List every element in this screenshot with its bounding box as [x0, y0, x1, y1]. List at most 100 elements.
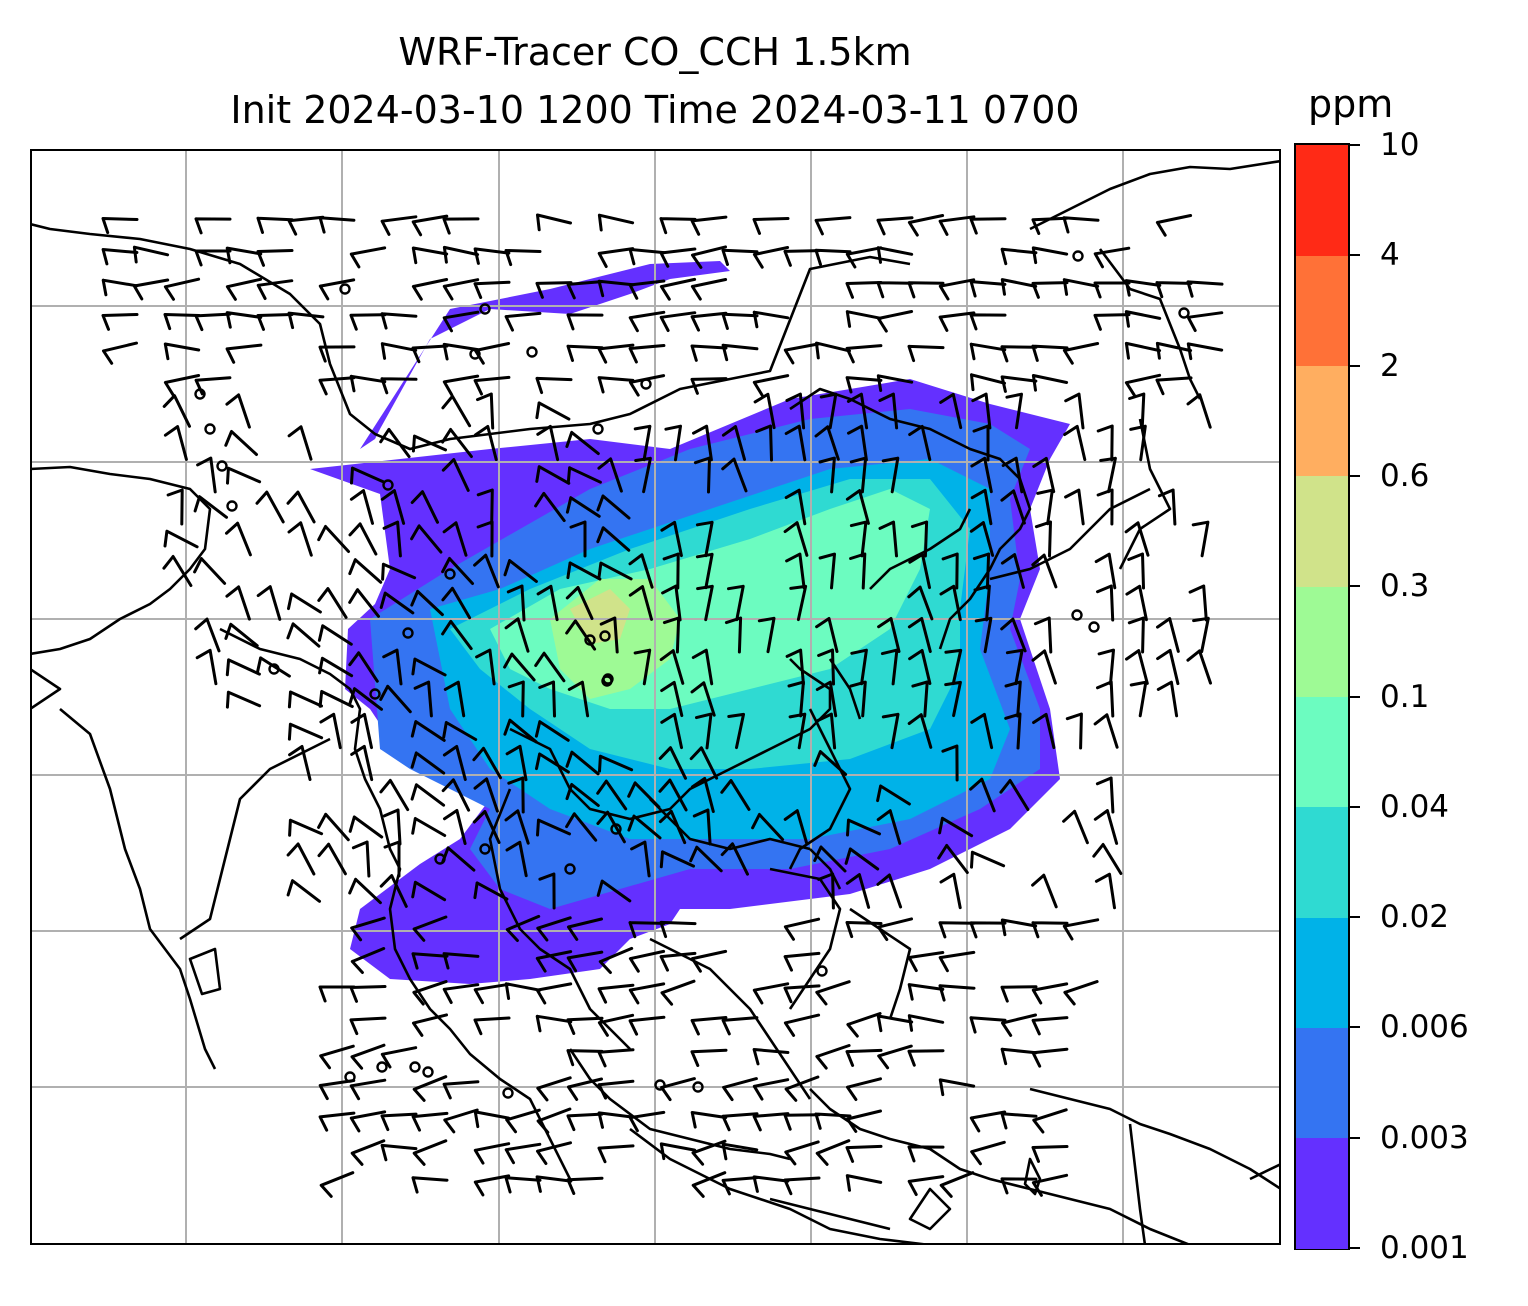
wind-barb [1124, 341, 1162, 360]
wind-barb [1124, 279, 1162, 297]
wind-barb [504, 1142, 542, 1165]
wind-barb [287, 215, 325, 236]
wind-barb [101, 217, 139, 235]
wind-barb [442, 278, 480, 301]
wind-barb [1155, 376, 1193, 396]
wind-barb [819, 392, 838, 430]
wind-barb [1186, 311, 1224, 332]
wind-barb [813, 845, 847, 873]
wind-barb [1031, 216, 1069, 235]
wind-barb [877, 617, 901, 653]
colorbar-tick [1350, 916, 1360, 919]
wind-barb [691, 1171, 727, 1198]
colorbar-segment [1296, 475, 1348, 587]
colorbar-tick [1350, 144, 1360, 146]
wind-barb [566, 344, 604, 362]
wind-barb [628, 585, 653, 621]
wind-barb [907, 1175, 945, 1196]
wind-barb [535, 950, 573, 973]
wind-barb [412, 1013, 448, 1037]
wind-barb [349, 1016, 387, 1036]
wind-barb [876, 281, 914, 299]
coastline [769, 867, 842, 1010]
colorbar-segment [1296, 145, 1348, 256]
wind-barb [317, 587, 348, 619]
wind-barb [690, 344, 728, 362]
wind-barb [226, 466, 262, 485]
wind-barb [348, 558, 383, 584]
wind-barb [818, 552, 836, 590]
wind-barb [597, 213, 635, 232]
wind-barb [1094, 552, 1117, 590]
wind-barb [634, 456, 652, 494]
wind-barb [849, 520, 868, 558]
wind-barb [721, 1112, 759, 1132]
wind-barb [348, 588, 380, 618]
calm-wind-circle [592, 423, 604, 435]
colorbar-tick-label: 0.6 [1380, 457, 1430, 494]
wind-barb [721, 1016, 759, 1036]
wind-barb [1156, 648, 1180, 686]
wind-barb [696, 584, 714, 622]
wind-barb [286, 842, 316, 876]
wind-barb [1094, 872, 1116, 910]
wind-barb [783, 951, 821, 972]
wind-barb [599, 616, 619, 654]
coastline [908, 1187, 952, 1231]
wind-barb [286, 490, 316, 524]
wind-barb [845, 1144, 883, 1163]
wind-barb [473, 375, 511, 396]
wind-barb [659, 951, 697, 972]
wind-barb [1093, 713, 1119, 749]
wind-barb [473, 247, 511, 265]
wind-barb [752, 1078, 790, 1101]
wind-barb [379, 427, 411, 459]
wind-barb [473, 1142, 511, 1165]
wind-barb [195, 648, 218, 686]
wind-barb [101, 313, 139, 331]
wind-barb [845, 246, 883, 269]
wind-barb [1062, 216, 1100, 234]
wind-barb [288, 818, 324, 837]
wind-barb [442, 245, 480, 264]
wind-barb [565, 783, 600, 807]
wind-barb [505, 840, 528, 878]
wind-barb [845, 1048, 883, 1067]
wind-barb [660, 680, 684, 718]
wind-barb [566, 950, 604, 973]
wind-barb [1031, 921, 1069, 939]
wind-barb [877, 917, 913, 941]
wind-barb [907, 214, 945, 237]
wind-barb [628, 1015, 666, 1036]
wind-barb [349, 313, 387, 331]
wind-barb [783, 342, 821, 365]
wind-barb [784, 488, 807, 526]
wind-barb [318, 216, 356, 234]
wind-barb [412, 980, 448, 1006]
wind-barb [442, 745, 467, 781]
wind-barb [1031, 1145, 1069, 1163]
wind-barb [566, 1176, 604, 1195]
wind-barb [536, 584, 559, 622]
wind-barb [876, 310, 914, 333]
wind-barb [410, 490, 439, 524]
wind-barb [473, 280, 511, 299]
wind-barb [876, 809, 902, 845]
wind-barb [1005, 392, 1023, 430]
wind-barb [1036, 488, 1054, 526]
wind-barb [817, 872, 835, 910]
colorbar-tick [1350, 805, 1360, 808]
wind-barb [752, 246, 790, 269]
wind-barb [878, 520, 898, 558]
wind-barb [941, 552, 959, 590]
wind-barb [598, 946, 634, 974]
calm-wind-circle [1072, 250, 1084, 262]
wind-barb [721, 248, 759, 266]
coastline [1023, 1157, 1042, 1196]
wind-barb [849, 552, 867, 590]
wind-barb [628, 247, 666, 266]
wind-barb [658, 778, 688, 812]
wind-barb [538, 680, 556, 718]
wind-barb [535, 401, 571, 421]
wind-barb [969, 280, 1007, 298]
